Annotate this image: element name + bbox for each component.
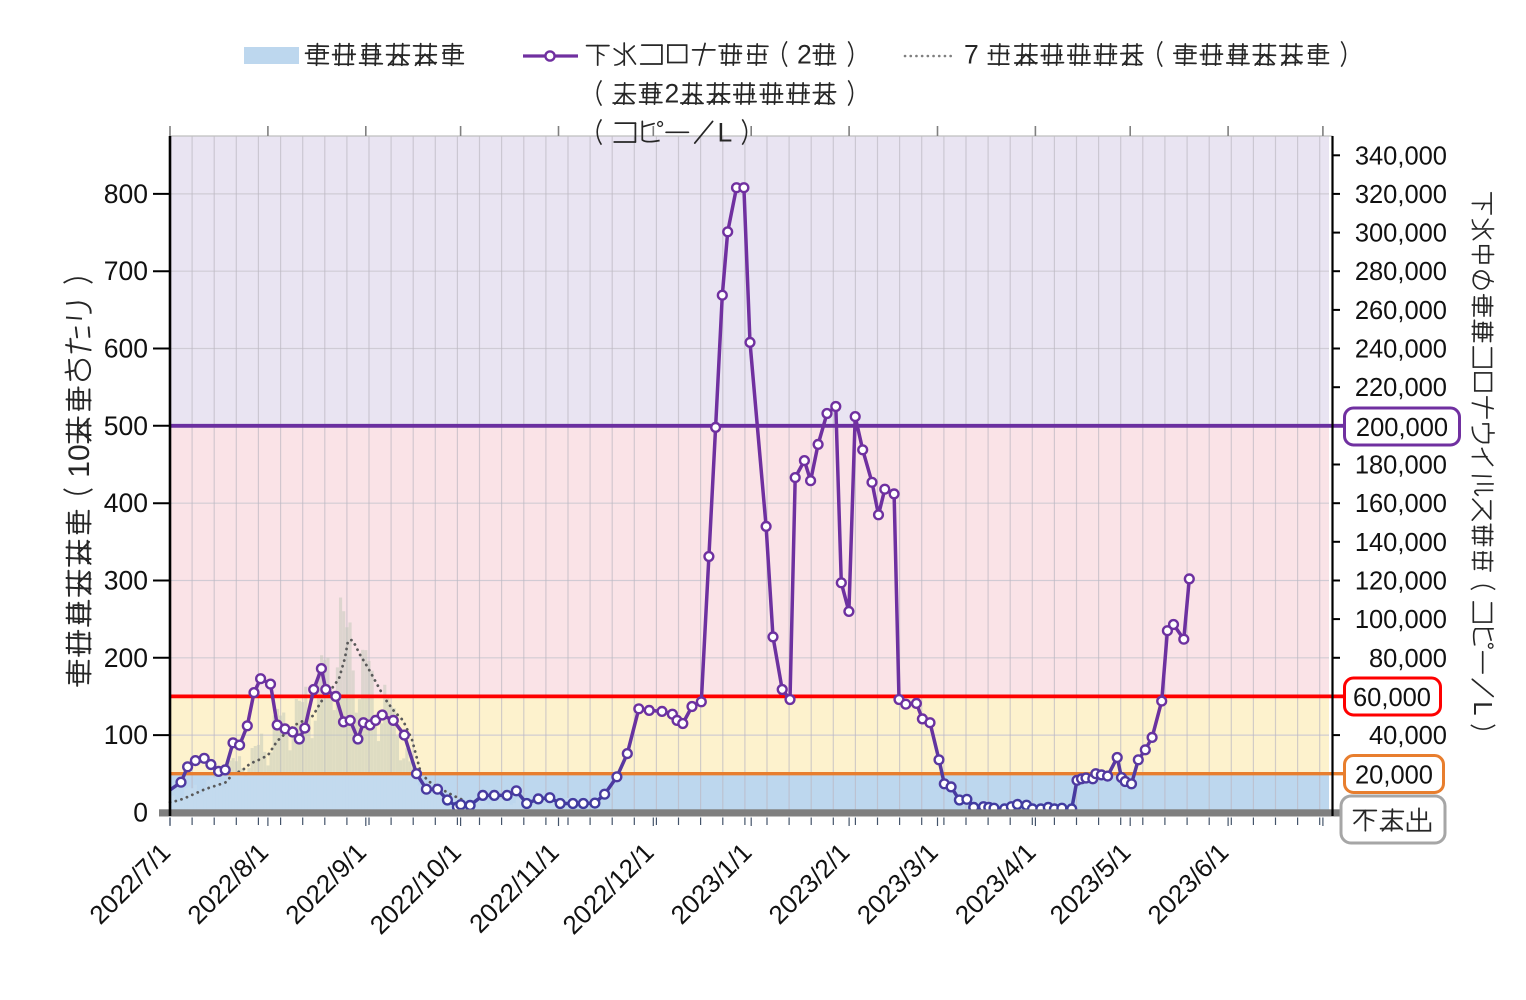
- svg-text:60,000: 60,000: [1353, 684, 1431, 712]
- svg-text:2: 2: [665, 79, 680, 109]
- svg-text:100: 100: [104, 720, 148, 750]
- svg-text:280,000: 280,000: [1355, 258, 1447, 286]
- svg-text:L: L: [1468, 701, 1496, 715]
- svg-text:600: 600: [104, 334, 148, 364]
- svg-text:700: 700: [104, 256, 148, 286]
- svg-text:80,000: 80,000: [1369, 645, 1447, 673]
- svg-text:340,000: 340,000: [1355, 142, 1447, 170]
- svg-text:40,000: 40,000: [1369, 722, 1447, 750]
- svg-text:500: 500: [104, 411, 148, 441]
- svg-text:180,000: 180,000: [1355, 452, 1447, 480]
- svg-text:20,000: 20,000: [1355, 762, 1433, 790]
- svg-text:2: 2: [797, 40, 812, 70]
- svg-text:160,000: 160,000: [1355, 490, 1447, 518]
- svg-text:300,000: 300,000: [1355, 220, 1447, 248]
- svg-text:100,000: 100,000: [1355, 606, 1447, 634]
- svg-text:140,000: 140,000: [1355, 529, 1447, 557]
- svg-text:200: 200: [104, 643, 148, 673]
- svg-text:L: L: [718, 118, 733, 148]
- svg-text:800: 800: [104, 179, 148, 209]
- svg-text:7: 7: [964, 40, 979, 70]
- svg-text:200,000: 200,000: [1356, 414, 1448, 442]
- svg-text:300: 300: [104, 566, 148, 596]
- svg-text:0: 0: [133, 797, 148, 827]
- svg-text:240,000: 240,000: [1355, 336, 1447, 364]
- svg-text:400: 400: [104, 488, 148, 518]
- svg-text:320,000: 320,000: [1355, 181, 1447, 209]
- svg-text:260,000: 260,000: [1355, 297, 1447, 325]
- svg-text:220,000: 220,000: [1355, 374, 1447, 402]
- svg-text:120,000: 120,000: [1355, 568, 1447, 596]
- svg-text:10: 10: [63, 444, 96, 477]
